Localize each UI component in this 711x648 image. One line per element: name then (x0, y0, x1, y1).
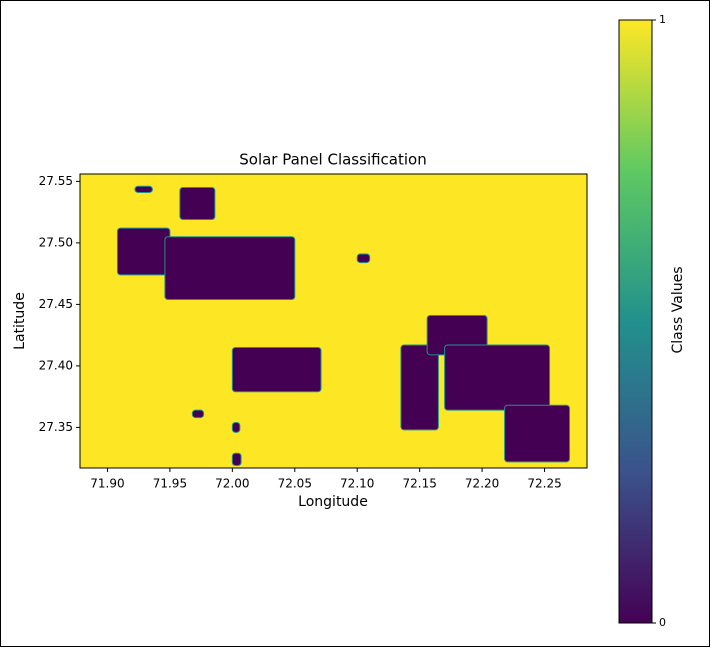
raster-patch (116, 227, 171, 276)
x-axis-label: Longitude (298, 494, 368, 510)
y-axis-label: Latitude (12, 292, 28, 350)
x-tick-label: 72.00 (215, 477, 249, 491)
x-tick-label: 72.05 (278, 477, 312, 491)
x-tick-label: 72.20 (465, 477, 499, 491)
colorbar-tick-label: 1 (659, 13, 666, 26)
plot-frame (79, 173, 588, 469)
raster-patch (504, 404, 571, 463)
y-tick-label: 27.50 (39, 235, 73, 249)
raster-patch (231, 421, 241, 433)
raster-patch (164, 236, 296, 300)
colorbar (618, 19, 653, 624)
x-tick-label: 71.90 (90, 477, 124, 491)
colorbar-label: Class Values (670, 266, 686, 353)
chart-title: Solar Panel Classification (239, 151, 426, 169)
y-tick-label: 27.35 (39, 420, 73, 434)
y-tick-label: 27.45 (39, 297, 73, 311)
raster-patch (231, 346, 322, 393)
x-tick-label: 72.10 (340, 477, 374, 491)
raster-patch (134, 185, 153, 193)
colorbar-tick-label: 0 (659, 616, 666, 629)
x-tick-label: 72.25 (527, 477, 561, 491)
raster-patch (179, 187, 216, 221)
raster-patch (191, 409, 205, 419)
raster-background (80, 174, 587, 468)
raster-patch (444, 344, 551, 411)
y-tick-label: 27.55 (39, 174, 73, 188)
y-tick-label: 27.40 (39, 358, 73, 372)
x-tick-label: 71.95 (153, 477, 187, 491)
x-tick-label: 72.15 (402, 477, 436, 491)
raster-patch (231, 452, 242, 467)
raster-patch (400, 344, 439, 431)
raster-patch (356, 253, 371, 264)
